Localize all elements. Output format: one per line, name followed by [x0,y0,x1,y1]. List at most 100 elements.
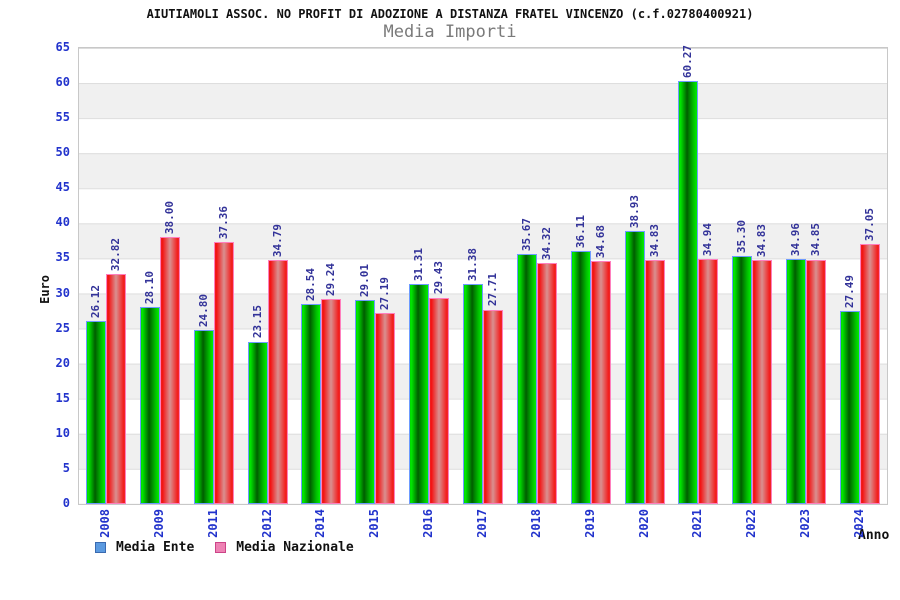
bar-value-label: 23.15 [250,305,264,339]
bar-value-label: 28.10 [142,270,156,304]
bar-media-nazionale-2019 [590,260,611,504]
bar-value-label: 35.67 [519,217,533,251]
bar-media-nazionale-2021 [698,258,719,504]
bar-media-ente-2014 [301,303,322,504]
y-tick-label: 0 [62,496,70,510]
bar-value-label: 31.38 [466,247,479,281]
legend-item-media-ente: Media Ente [95,540,194,555]
bar-value-label: 34.83 [647,223,661,257]
y-tick-label: 55 [55,110,70,125]
legend-label-media-ente: Media Ente [116,540,195,555]
y-tick-label: 5 [62,460,70,475]
bar-media-nazionale-2016 [429,297,450,504]
bar-media-ente-2019 [570,250,591,504]
bar-media-ente-2015 [355,300,376,504]
bar-media-nazionale-2009 [159,237,180,504]
x-axis-title: Anno [858,528,890,543]
y-tick-label: 45 [55,180,70,195]
bar-value-label: 27.71 [486,273,499,307]
bar-media-nazionale-2014 [321,298,342,504]
bar-media-nazionale-2017 [483,309,503,504]
bar-media-ente-2021 [678,81,699,504]
bar-media-nazionale-2024 [860,244,881,504]
x-tick-label-2015: 2015 [367,509,382,538]
bar-media-ente-2008 [85,320,106,504]
bar-media-ente-2017 [463,283,483,504]
bar-value-label: 38.93 [627,194,641,228]
x-tick-label-2019: 2019 [582,509,597,538]
bar-media-nazionale-2011 [213,241,234,504]
x-tick-label-2020: 2020 [636,509,651,538]
bar-media-ente-2023 [786,258,807,504]
bar-media-ente-2024 [840,311,861,504]
x-tick-label-2014: 2014 [313,509,328,538]
bar-media-nazionale-2018 [536,263,557,504]
chart-title: AIUTIAMOLI ASSOC. NO PROFIT DI ADOZIONE … [146,7,754,21]
bar-value-label: 31.31 [412,248,426,282]
bar-value-label: 60.27 [681,45,695,79]
plot-area: 26.12 32.82 28.10 38.00 24.80 37.36 23.15 34.79… [78,45,888,505]
bar-value-label: 37.05 [863,207,877,242]
bar-value-label: 27.49 [843,275,857,309]
x-tick-label-2021: 2021 [690,509,705,538]
x-tick-label-2023: 2023 [798,509,813,538]
y-tick-label: 10 [55,425,70,440]
bar-value-label: 28.54 [304,267,318,301]
bar-value-label: 29.01 [358,264,372,298]
bar-media-nazionale-2008 [105,273,126,504]
bar-media-nazionale-2015 [375,313,396,504]
bar-value-label: 34.32 [539,227,553,261]
bar-value-label: 29.43 [432,261,446,295]
x-tick-label-2017: 2017 [475,509,489,538]
x-tick-label-2022: 2022 [744,509,759,538]
bar-value-label: 34.85 [809,223,823,257]
bar-media-ente-2016 [409,284,430,504]
bar-media-nazionale-2022 [752,259,773,504]
bar-value-label: 34.68 [593,224,607,258]
y-tick-label: 20 [55,355,70,370]
y-tick-label: 15 [55,390,70,405]
bar-media-ente-2012 [247,341,268,504]
bar-media-nazionale-2020 [644,259,665,504]
x-tick-label-2008: 2008 [97,509,112,538]
bar-media-ente-2018 [516,253,537,504]
y-tick-label: 25 [55,320,70,335]
y-tick-label: 50 [55,145,70,160]
bar-media-ente-2020 [624,230,645,504]
bar-value-label: 26.12 [88,284,102,318]
bar-value-label: 37.36 [216,205,230,239]
bar-value-label: 34.94 [701,222,715,256]
x-tick-label-2011: 2011 [205,509,220,538]
bar-value-label: 34.96 [789,222,803,256]
y-tick-label: 60 [55,75,70,90]
bar-media-nazionale-2023 [806,259,827,504]
bar-value-label: 34.79 [270,223,284,257]
x-tick-label-2018: 2018 [528,509,543,538]
y-tick-label: 65 [55,40,70,54]
y-tick-label: 35 [55,250,70,265]
bar-media-ente-2009 [139,306,160,504]
chart-subtitle: Media Importi [383,22,517,42]
x-tick-label-2024: 2024 [852,509,867,538]
x-tick-label-2009: 2009 [151,509,166,538]
bar-value-label: 24.80 [196,293,210,328]
y-tick-label: 30 [55,285,70,300]
bar-value-label: 34.83 [755,223,769,257]
bar-media-ente-2022 [732,256,753,504]
x-tick-label-2012: 2012 [259,509,274,538]
bar-value-label: 35.30 [735,220,749,254]
media-nazionale-swatch-icon [215,542,227,553]
x-tick-label-2016: 2016 [421,509,436,538]
media-ente-swatch-icon [95,542,106,553]
bar-value-label: 38.00 [162,201,176,235]
legend-item-media-nazionale: Media Nazionale [215,540,354,555]
bar-value-label: 27.19 [378,277,392,311]
bar-media-ente-2011 [193,330,214,504]
legend: Media Ente Media Nazionale [95,540,366,555]
bar-value-label: 32.82 [108,237,122,271]
legend-label-media-nazionale: Media Nazionale [236,540,354,555]
bar-value-label: 29.24 [324,262,338,296]
y-tick-label: 40 [55,215,70,230]
bar-value-label: 36.11 [573,214,587,248]
